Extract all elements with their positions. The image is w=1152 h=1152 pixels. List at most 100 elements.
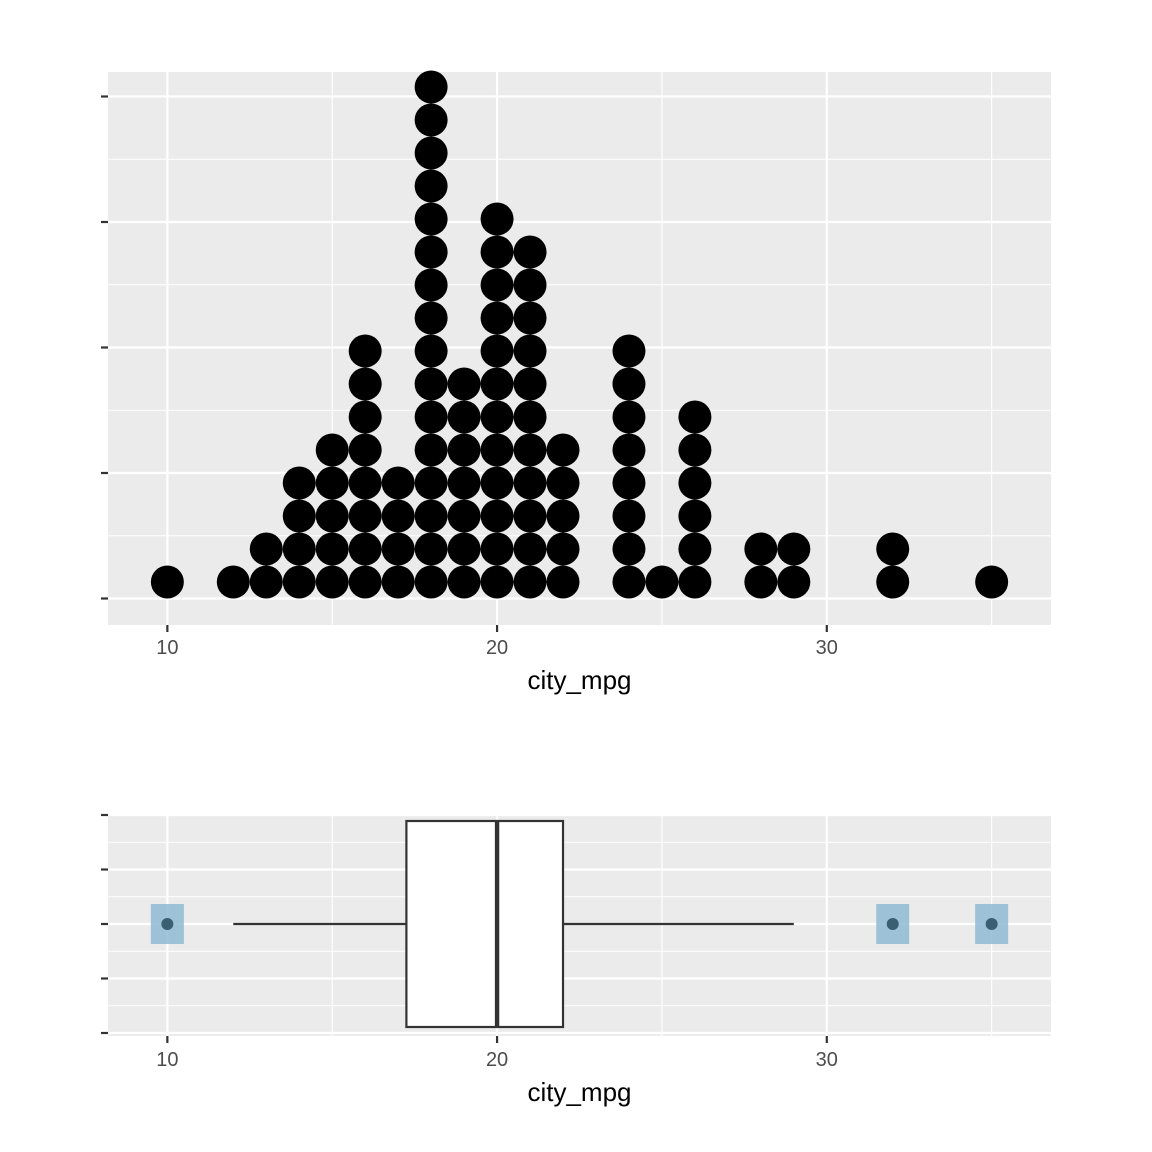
dotplot-x-axis: 10 20 30 <box>156 625 838 659</box>
dotplot-dot <box>513 433 547 467</box>
dotplot-dot <box>414 268 448 302</box>
dotplot-dot <box>447 499 481 533</box>
dotplot-dot <box>777 565 811 599</box>
dotplot-dot <box>447 532 481 566</box>
dotplot-dot <box>480 235 514 269</box>
dotplot-dot <box>777 532 811 566</box>
dotplot-dot <box>744 565 778 599</box>
dotplot-dot <box>447 466 481 500</box>
dotplot-dot <box>612 532 646 566</box>
dotplot-dot <box>876 565 910 599</box>
dotplot-dot <box>282 565 316 599</box>
boxplot-x-tick-label: 30 <box>816 1049 838 1071</box>
dotplot-dot <box>480 466 514 500</box>
dotplot-dot <box>480 532 514 566</box>
dotplot-dot <box>678 532 712 566</box>
dotplot-dot <box>282 499 316 533</box>
dotplot-dot <box>414 433 448 467</box>
dotplot-dot <box>480 433 514 467</box>
dotplot-dot <box>414 466 448 500</box>
dotplot-dot <box>876 532 910 566</box>
dotplot-dot <box>414 334 448 368</box>
dotplot-dot <box>348 400 382 434</box>
dotplot-dot <box>513 367 547 401</box>
dotplot-dot <box>480 565 514 599</box>
dotplot-dot <box>249 565 283 599</box>
dotplot-dot <box>447 367 481 401</box>
dotplot-dot <box>612 433 646 467</box>
dotplot-dot <box>414 202 448 236</box>
dotplot-dot <box>546 433 580 467</box>
boxplot-outlier-point <box>161 918 174 930</box>
dotplot-dot <box>612 499 646 533</box>
boxplot-x-tick-label: 20 <box>486 1049 508 1071</box>
dotplot-dot <box>546 565 580 599</box>
dotplot-dot <box>414 235 448 269</box>
dotplot-x-axis-title: city_mpg <box>527 665 631 695</box>
dotplot-dot <box>480 202 514 236</box>
dotplot-x-tick-label: 30 <box>816 637 838 659</box>
dotplot-dot <box>381 499 415 533</box>
dotplot-dot <box>348 433 382 467</box>
dotplot-dot <box>381 532 415 566</box>
dotplot-dot <box>414 70 448 104</box>
dotplot-panel: 10 20 30 city_mpg <box>101 70 1051 695</box>
dotplot-dot <box>348 565 382 599</box>
dotplot-dots <box>150 70 1009 599</box>
dotplot-dot <box>513 235 547 269</box>
boxplot-panel: 10 20 30 city_mpg <box>101 813 1051 1107</box>
dotplot-dot <box>513 466 547 500</box>
dotplot-dot <box>150 565 184 599</box>
boxplot-y-axis-ticks <box>101 813 108 1035</box>
dotplot-dot <box>315 532 349 566</box>
dotplot-dot <box>678 400 712 434</box>
dotplot-dot <box>480 367 514 401</box>
dotplot-dot <box>678 466 712 500</box>
dotplot-dot <box>348 499 382 533</box>
dotplot-dot <box>513 301 547 335</box>
boxplot-x-tick-label: 10 <box>156 1049 178 1071</box>
dotplot-y-axis-ticks <box>101 95 108 600</box>
dotplot-dot <box>348 367 382 401</box>
dotplot-dot <box>513 565 547 599</box>
dotplot-dot <box>381 466 415 500</box>
boxplot-outlier-point <box>886 918 899 930</box>
dotplot-dot <box>414 367 448 401</box>
dotplot-dot <box>414 565 448 599</box>
boxplot-marks <box>150 819 1009 1029</box>
dotplot-dot <box>381 565 415 599</box>
boxplot-outlier-point <box>985 918 998 930</box>
dotplot-dot <box>645 565 679 599</box>
dotplot-dot <box>414 301 448 335</box>
dotplot-dot <box>678 433 712 467</box>
dotplot-dot <box>744 532 778 566</box>
dotplot-dot <box>282 466 316 500</box>
boxplot-x-axis-title: city_mpg <box>527 1077 631 1107</box>
dotplot-dot <box>480 499 514 533</box>
dotplot-dot <box>612 565 646 599</box>
dotplot-dot <box>315 499 349 533</box>
dotplot-dot <box>414 103 448 137</box>
dotplot-dot <box>975 565 1009 599</box>
dotplot-x-tick-label: 10 <box>156 637 178 659</box>
dotplot-dot <box>678 499 712 533</box>
dotplot-dot <box>447 400 481 434</box>
dotplot-dot <box>513 334 547 368</box>
dotplot-dot <box>513 532 547 566</box>
dotplot-dot <box>414 499 448 533</box>
dotplot-dot <box>447 565 481 599</box>
dotplot-x-tick-label: 20 <box>486 637 508 659</box>
dotplot-dot <box>513 400 547 434</box>
dotplot-dot <box>348 334 382 368</box>
dotplot-dot <box>414 532 448 566</box>
dotplot-dot <box>315 565 349 599</box>
dotplot-dot <box>315 466 349 500</box>
dotplot-dot <box>513 499 547 533</box>
dotplot-dot <box>612 466 646 500</box>
dotplot-dot <box>249 532 283 566</box>
dotplot-dot <box>612 334 646 368</box>
dotplot-dot <box>480 400 514 434</box>
dotplot-dot <box>612 367 646 401</box>
dotplot-dot <box>216 565 250 599</box>
